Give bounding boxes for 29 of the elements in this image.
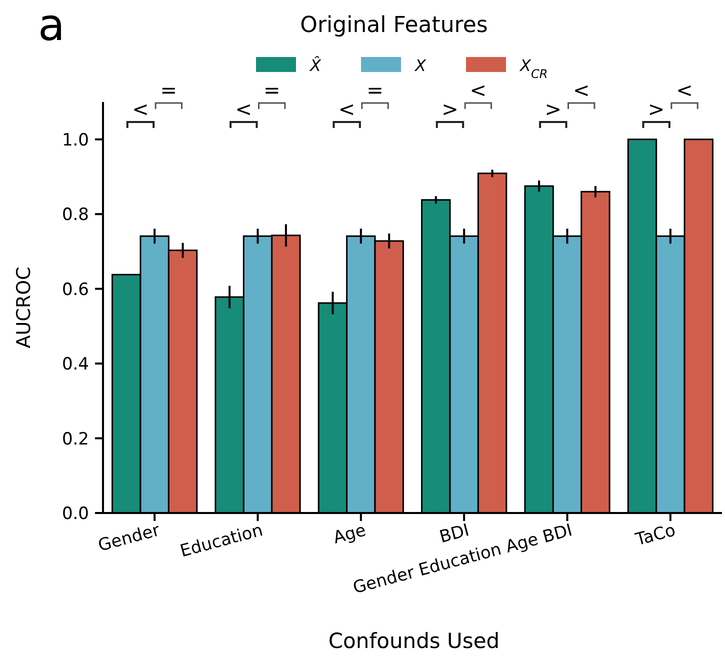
y-tick-label: 0.2 [62, 429, 89, 450]
text: = [160, 78, 178, 102]
y-tick-label: 1.0 [62, 130, 89, 150]
annotation: < [338, 97, 356, 121]
x-axis-title: Confounds Used [328, 629, 500, 653]
legend-label: X$_{CR}$ [519, 56, 548, 81]
y-axis-title: AUCROC [13, 266, 35, 348]
y-tick-label: 0.4 [62, 354, 89, 375]
chart-title: Original Features [300, 13, 488, 38]
y-tick-label: 0.0 [62, 504, 89, 524]
annotation: < [235, 97, 252, 121]
x-tick-label: BDI [437, 520, 472, 548]
annotation: > [544, 97, 562, 121]
x-tick-label: Age [331, 520, 368, 548]
text: < [572, 78, 590, 102]
y-tick-label: 0.6 [62, 280, 89, 300]
text: = [263, 78, 280, 102]
text: = [366, 78, 384, 102]
text: a [38, 0, 65, 51]
text: < [676, 78, 693, 102]
text: < [470, 78, 487, 102]
annotation: > [442, 97, 458, 121]
annotation: < [132, 97, 149, 121]
legend-label: X [414, 56, 427, 75]
x-tick-label: TaCo [632, 520, 678, 551]
y-tick-label: 0.8 [62, 205, 89, 226]
annotation: > [648, 97, 665, 121]
x-tick-label: Gender [96, 520, 162, 556]
legend-label: X̂ [309, 56, 322, 75]
